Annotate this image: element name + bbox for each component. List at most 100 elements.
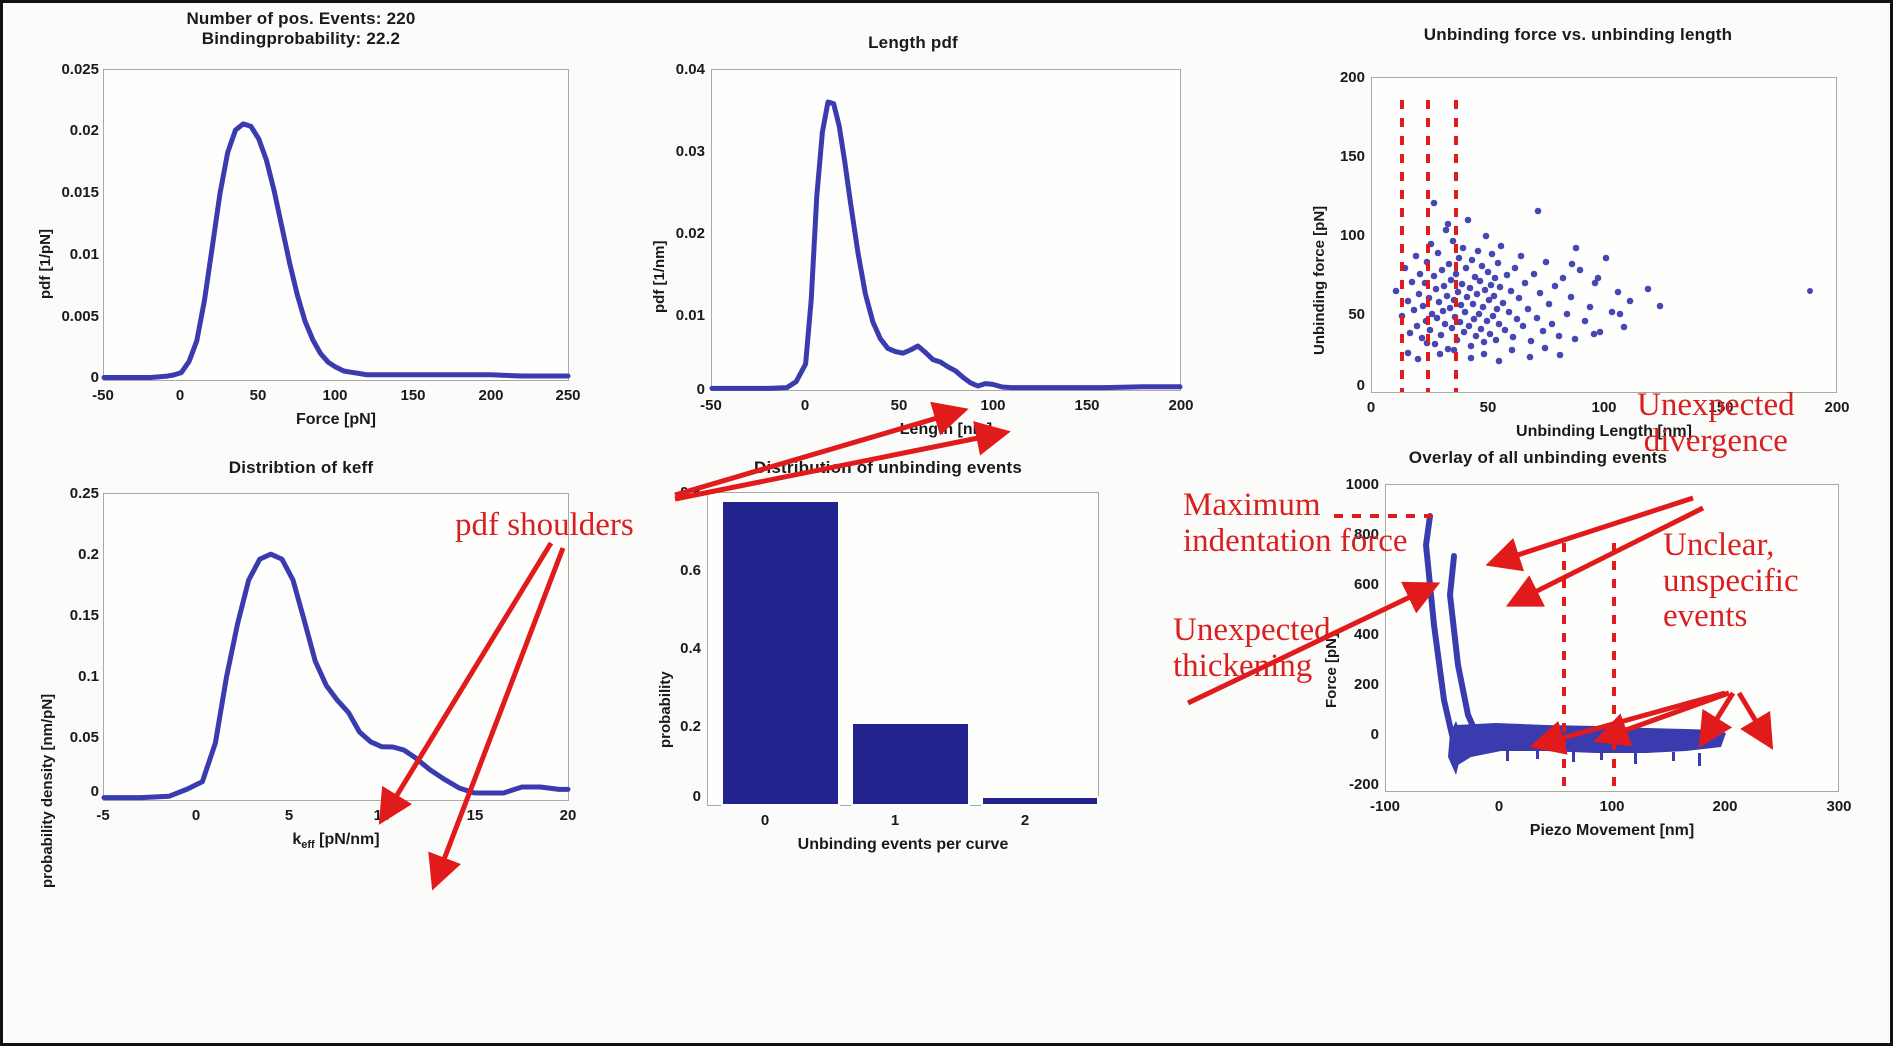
y-tick-label: -200	[1348, 776, 1379, 793]
annotation-unexpected-thickening: Unexpected thickening	[1173, 612, 1331, 684]
bar-chart-svg	[721, 500, 1099, 806]
scatter-svg	[1392, 100, 1813, 392]
y-tick-label: 0	[90, 783, 99, 800]
x-tick-label: 50	[249, 387, 267, 404]
annotation-maximum-indentation-force: Maximum indentation force	[1183, 487, 1408, 559]
x-tick-label: 20	[559, 807, 577, 824]
plot-title-length-pdf: Length pdf	[868, 33, 958, 52]
force-pdf-curve-svg	[101, 121, 571, 380]
keff-symbol-base: k	[292, 831, 302, 848]
x-tick-label: -5	[96, 807, 110, 824]
red-vertical-markers	[1400, 100, 1458, 392]
overlay-trace-2	[1447, 553, 1491, 740]
y-tick-label: 0	[1356, 377, 1365, 394]
x-tick-label: 100	[1599, 798, 1625, 815]
x-tick-label: 200	[478, 387, 504, 404]
y-tick-label: 0.04	[675, 61, 705, 78]
y-tick-label: 0.15	[69, 607, 99, 624]
keff-symbol-sub: eff	[301, 839, 315, 852]
x-tick-label: 0	[175, 387, 185, 404]
x-tick-label: 10	[373, 807, 391, 824]
x-tick-label: 150	[400, 387, 426, 404]
x-tick-label: 0	[1366, 399, 1376, 416]
x-tick-label: -50	[92, 387, 114, 404]
keff-curve	[101, 551, 571, 801]
x-axis-label-keff: keff [pN/nm]	[103, 831, 569, 851]
y-axis-label-force-pdf: pdf [1/pN]	[37, 229, 54, 299]
x-axis-label-length-pdf: Length [nm]	[899, 421, 993, 438]
length-pdf-curve	[709, 99, 1183, 391]
x-tick-label: 50	[1479, 399, 1497, 416]
overlay-noise-spikes	[1506, 751, 1701, 766]
x-tick-label: 200	[1712, 798, 1738, 815]
panel-force-pdf: Number of pos. Events: 220 Bindingprobab…	[21, 9, 581, 489]
x-tick-label: 0	[800, 397, 810, 414]
bar-0	[721, 500, 840, 806]
x-tick-label: 0	[760, 812, 770, 829]
plot-title-force-pdf: Number of pos. Events: 220 Bindingprobab…	[186, 9, 416, 48]
x-tick-label: -100	[1369, 798, 1401, 815]
keff-units: [pN/nm]	[314, 831, 380, 848]
y-tick-label: 0.01	[675, 307, 705, 324]
x-tick-label: 100	[980, 397, 1006, 414]
y-tick-label: 150	[1339, 148, 1365, 165]
panel-unbinding-force-vs-length: Unbinding force vs. unbinding length Unb…	[1293, 25, 1890, 495]
x-tick-label: 2	[1020, 812, 1030, 829]
x-tick-label: 50	[890, 397, 908, 414]
y-tick-label: 0.015	[61, 184, 99, 201]
y-tick-label: 0.4	[680, 640, 701, 657]
x-tick-label: 100	[1591, 399, 1617, 416]
annotation-unexpected-divergence: Unexpected divergence	[1637, 387, 1795, 459]
x-tick-label: 1	[890, 812, 900, 829]
y-tick-label: 100	[1339, 227, 1365, 244]
x-axis-label-piezo-movement: Piezo Movement [nm]	[1529, 822, 1695, 839]
y-tick-label: 0.6	[680, 562, 701, 579]
force-pdf-curve	[101, 121, 571, 380]
plot-title-unbinding-scatter: Unbinding force vs. unbinding length	[1423, 25, 1733, 44]
y-tick-label: 0.8	[680, 484, 701, 501]
x-tick-label: 150	[1074, 397, 1100, 414]
x-tick-label: 0	[191, 807, 201, 824]
overlay-baseline-band	[1452, 723, 1726, 765]
x-axis-label-unbinding-events: Unbinding events per curve	[797, 836, 1009, 853]
y-tick-label: 50	[1348, 306, 1365, 323]
y-tick-label: 0.2	[680, 718, 701, 735]
plot-area-unbinding-scatter	[1371, 77, 1837, 393]
x-tick-label: -50	[700, 397, 722, 414]
annotation-unclear-unspecific-events: Unclear, unspecific events	[1663, 527, 1799, 635]
panel-length-pdf: Length pdf pdf [1/nm] 0.04 0.03 0.02 0.0…	[633, 33, 1194, 493]
scatter-points	[1392, 199, 1813, 365]
y-tick-label: 0.03	[675, 143, 705, 160]
bar-1	[851, 722, 970, 806]
x-tick-label: 200	[1824, 399, 1850, 416]
y-tick-label: 800	[1353, 526, 1379, 543]
plot-area-force-pdf	[101, 69, 571, 381]
x-tick-label: 150	[1708, 399, 1734, 416]
y-tick-label: 0	[696, 381, 705, 398]
y-tick-label: 0.01	[69, 246, 99, 263]
y-axis-label-length-pdf: pdf [1/nm]	[651, 240, 668, 314]
y-axis-label-probability: probability	[657, 671, 674, 748]
annotation-pdf-shoulders: pdf shoulders	[455, 507, 634, 543]
x-tick-label: 250	[555, 387, 581, 404]
x-tick-label: 100	[322, 387, 348, 404]
y-tick-label: 0.2	[78, 546, 99, 563]
x-axis-label-unbinding-length: Unbinding Length [nm]	[1516, 423, 1692, 440]
y-tick-label: 0.02	[675, 225, 705, 242]
x-axis-label-force-pdf: Force [pN]	[296, 411, 376, 428]
bar-2	[981, 796, 1099, 806]
x-tick-label: 300	[1826, 798, 1852, 815]
overlay-baseline-band-2	[1448, 721, 1464, 775]
y-tick-label: 1000	[1345, 476, 1379, 493]
y-tick-label: 0.25	[69, 485, 99, 502]
plot-area-unbinding-events	[707, 492, 1099, 806]
y-tick-label: 200	[1339, 69, 1365, 86]
panel-unbinding-events-distribution: Distribution of unbinding events probabi…	[633, 458, 1193, 1018]
y-tick-label: 0.025	[61, 61, 99, 78]
plot-title-keff: Distribtion of keff	[228, 458, 374, 477]
y-tick-label: 0	[692, 788, 701, 805]
x-tick-label: 0	[1494, 798, 1504, 815]
y-tick-label: 600	[1353, 576, 1379, 593]
y-tick-label: 0.02	[69, 122, 99, 139]
